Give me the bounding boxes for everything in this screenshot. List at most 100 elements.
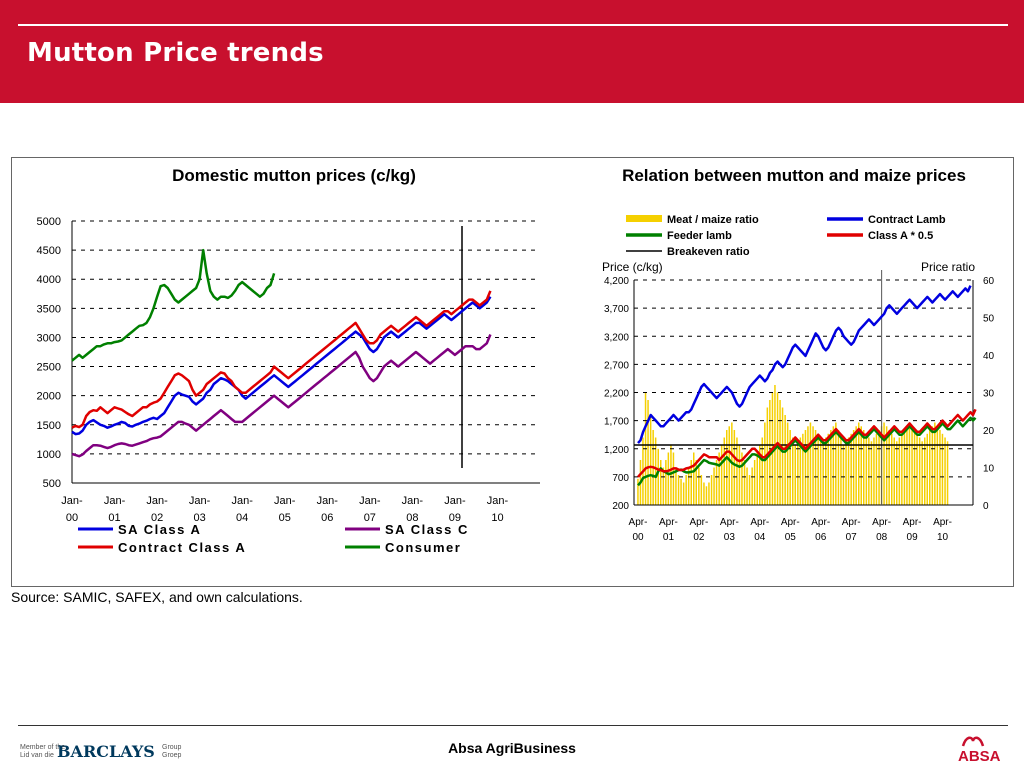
series-line-sa-class-c — [71, 334, 492, 458]
ratio-bar — [807, 426, 809, 506]
y-left-axis-title: Price (c/kg) — [602, 260, 663, 274]
ratio-bar — [718, 452, 720, 505]
ratio-bar — [670, 445, 672, 505]
x-tick-label: 05 — [279, 512, 291, 524]
y-tick-label: 3000 — [37, 332, 61, 344]
ratio-bar — [842, 445, 845, 505]
ratio-bar — [819, 437, 822, 505]
legend-label: Contract Lamb — [868, 214, 946, 226]
legend-label: SA Class A — [118, 522, 201, 537]
ratio-bar — [693, 452, 695, 505]
legend-label: Feeder lamb — [667, 230, 732, 242]
y-left-tick-label: 200 — [612, 501, 629, 512]
ratio-bar — [710, 475, 713, 505]
ratio-bar — [741, 452, 743, 505]
x-tick-label: Apr- — [629, 517, 648, 528]
ratio-bar — [784, 415, 786, 505]
ratio-bar — [939, 430, 941, 505]
x-tick-label: 09 — [907, 532, 919, 543]
ratio-bar — [797, 441, 799, 506]
series-line-feeder-lamb — [637, 416, 977, 487]
x-tick-label: Jan- — [359, 495, 381, 507]
ratio-bar — [792, 437, 794, 505]
source-note: Source: SAMIC, SAFEX, and own calculatio… — [11, 589, 303, 605]
x-tick-label: Apr- — [872, 517, 891, 528]
y-tick-label: 3500 — [37, 303, 61, 315]
ratio-bar — [776, 392, 779, 505]
ratio-bar — [660, 460, 662, 505]
ratio-bar — [858, 422, 860, 505]
x-tick-label: 08 — [876, 532, 888, 543]
ratio-bar — [908, 422, 911, 505]
ratio-bar — [875, 433, 878, 506]
ratio-bar — [665, 460, 667, 505]
ratio-bar — [761, 437, 763, 505]
y-tick-label: 5000 — [37, 216, 61, 228]
y-right-tick-label: 20 — [983, 426, 995, 437]
legend-label: Consumer — [385, 540, 461, 555]
ratio-bar — [868, 437, 870, 505]
ratio-bar — [779, 400, 781, 505]
ratio-bar — [835, 422, 837, 505]
ratio-bar — [677, 475, 680, 505]
ratio-bar — [926, 433, 928, 506]
ratio-bar — [649, 415, 652, 505]
ratio-bar — [936, 426, 939, 506]
absa-emblem-icon — [961, 736, 985, 747]
x-tick-label: Apr- — [781, 517, 800, 528]
x-tick-label: Apr- — [903, 517, 922, 528]
barclays-logo: Member of the Lid van die BARCLAYS Group… — [20, 742, 190, 764]
ratio-bar — [896, 441, 898, 506]
legend-swatch — [626, 215, 662, 222]
y-tick-label: 2500 — [37, 362, 61, 374]
ratio-bar — [944, 437, 946, 505]
ratio-bar — [764, 422, 766, 505]
x-tick-label: Apr- — [933, 517, 952, 528]
ratio-bar — [809, 422, 812, 505]
x-tick-label: 08 — [406, 512, 418, 524]
y-left-tick-label: 4,200 — [604, 276, 629, 287]
series-line-contract-lamb — [637, 285, 972, 444]
ratio-bar — [822, 441, 824, 506]
ratio-bar — [901, 433, 903, 506]
ratio-bar — [647, 400, 649, 505]
y-left-tick-label: 3,700 — [604, 304, 629, 315]
ratio-bar — [913, 430, 916, 505]
series-line-contract-class-a — [71, 290, 492, 429]
right-chart-title: Relation between mutton and maize prices — [622, 166, 966, 185]
barclays-wordmark: BARCLAYS — [57, 742, 155, 761]
ratio-bar — [924, 437, 926, 505]
ratio-bar — [726, 430, 728, 505]
ratio-bar — [921, 441, 923, 506]
ratio-bar — [911, 426, 913, 506]
y-left-tick-label: 1,700 — [604, 417, 629, 428]
x-tick-label: 07 — [364, 512, 376, 524]
x-tick-label: Jan- — [487, 495, 509, 507]
ratio-bar — [873, 437, 875, 505]
y-left-tick-label: 3,200 — [604, 332, 629, 343]
x-tick-label: 10 — [491, 512, 503, 524]
x-tick-label: 02 — [151, 512, 163, 524]
ratio-bar — [883, 422, 885, 505]
y-tick-label: 4000 — [37, 274, 61, 286]
ratio-bar — [852, 430, 855, 505]
ratio-bar — [941, 433, 944, 506]
legend-label: Meat / maize ratio — [667, 214, 759, 226]
ratio-bar — [700, 475, 703, 505]
y-left-tick-label: 1,200 — [604, 445, 629, 456]
ratio-bar — [690, 460, 692, 505]
x-tick-label: Jan- — [104, 495, 126, 507]
ratio-bar — [794, 445, 796, 505]
ratio-bar — [751, 467, 753, 505]
x-tick-label: Apr- — [659, 517, 678, 528]
ratio-bar — [825, 437, 827, 505]
ratio-bar — [715, 460, 718, 505]
x-tick-label: Apr- — [811, 517, 830, 528]
ratio-bar — [931, 426, 934, 506]
ratio-bar — [916, 433, 918, 506]
ratio-bar — [802, 433, 804, 506]
ratio-bar — [713, 467, 715, 505]
ratio-bar — [672, 452, 675, 505]
right-chart: Relation between mutton and maize prices… — [602, 166, 995, 543]
ratio-bar — [885, 426, 888, 506]
